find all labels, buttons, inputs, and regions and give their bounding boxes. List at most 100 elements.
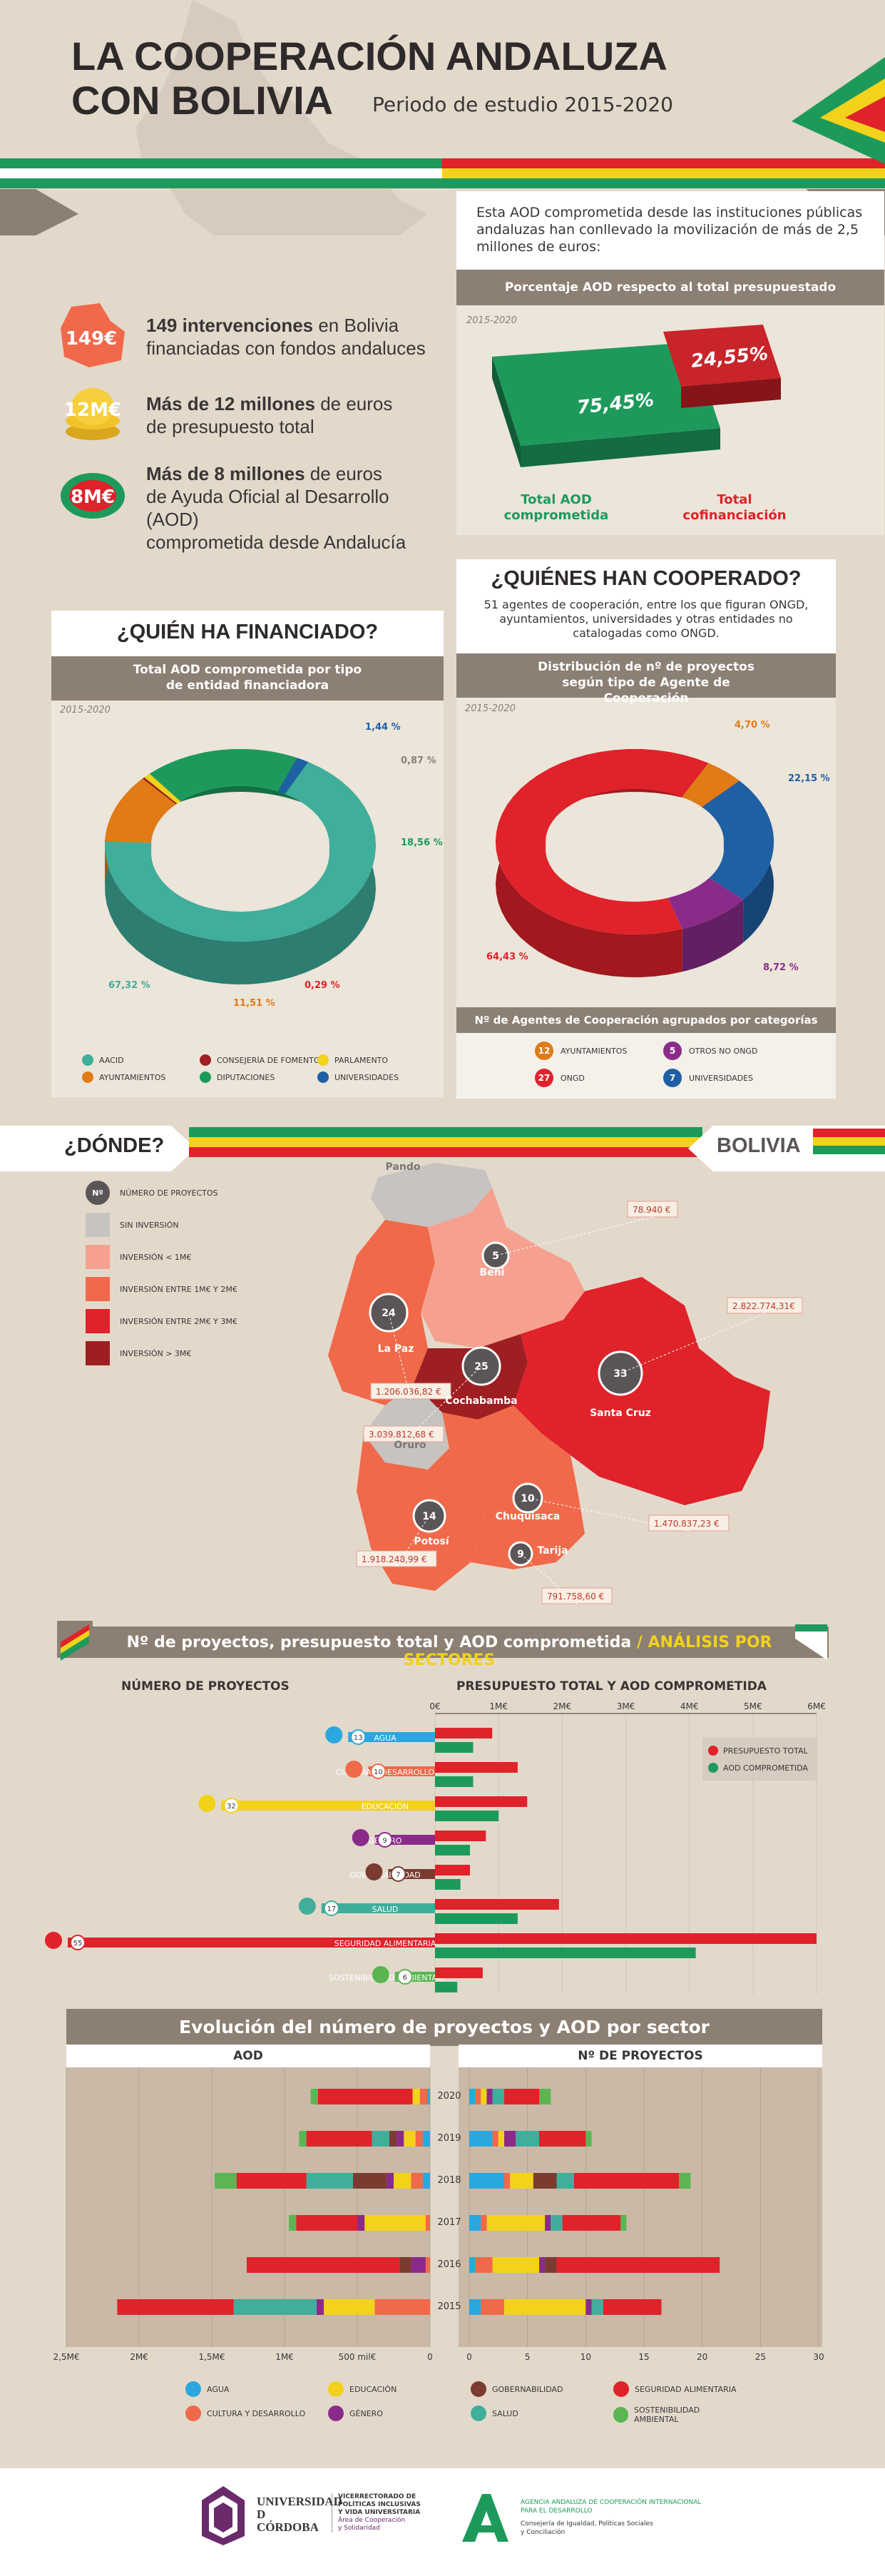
aod-bar-1 — [435, 1776, 474, 1787]
evo-legend-label: AGUA — [207, 2384, 230, 2394]
projects-count-badge-7 — [397, 1969, 413, 1985]
evo-proj-seg-2020-1 — [475, 2089, 481, 2104]
region-amount-leader-3 — [403, 1365, 482, 1442]
evo-aod-seg-2020-2 — [412, 2089, 420, 2104]
evo-aod-seg-2018-6 — [236, 2173, 307, 2189]
legend-swatch — [317, 1071, 329, 1083]
gender-icon — [328, 2406, 344, 2421]
legend-label: AYUNTAMIENTOS — [99, 1072, 166, 1082]
financed-title: ¿QUIÉN HA FINANCIADO? — [116, 621, 379, 643]
region-amount-1: 78.940 € — [633, 1205, 670, 1215]
evo-legend-item: CULTURA Y DESARROLLO — [185, 2406, 305, 2421]
region-project-number-1: 5 — [492, 1251, 499, 1262]
cooperated-hole — [546, 796, 724, 902]
evo-aod-tick-0: 2,5M€ — [53, 2352, 79, 2362]
stripe-yellow — [442, 168, 885, 178]
region-project-number-2: 24 — [382, 1308, 396, 1319]
evo-proj-tick-3: 15 — [638, 2352, 649, 2362]
region-amount-4: 2.822.774,31€ — [732, 1301, 795, 1311]
projects-count-badge-6 — [70, 1935, 86, 1950]
evo-proj-seg-2020-7 — [539, 2089, 551, 2104]
projects-count-6: 55 — [73, 1940, 83, 1948]
evo-aod-seg-2018-1 — [411, 2173, 423, 2189]
financed-slice-2 — [142, 777, 178, 805]
where-title: ¿DÓNDE? — [64, 1134, 165, 1157]
aod-bar-3 — [435, 1845, 471, 1855]
period-subtitle: Periodo de estudio 2015-2020 — [372, 93, 673, 116]
map-legend-item: INVERSIÓN < 1M€ — [86, 1245, 191, 1269]
financed-legend-item: UNIVERSIDADES — [317, 1071, 399, 1083]
projects-count-2: 32 — [227, 1803, 236, 1811]
region-amount-7: 1.470.837,23 € — [654, 1519, 720, 1529]
legend-swatch — [200, 1054, 211, 1066]
budget-tick-5: 5M€ — [744, 1701, 762, 1711]
evo-year-2016: 2016 — [437, 2259, 461, 2270]
projects-count-7: 6 — [403, 1974, 407, 1982]
evo-legend-label: CULTURA Y DESARROLLO — [207, 2408, 306, 2418]
financed-label-0: 67,32 % — [108, 980, 150, 991]
cooperated-intro: 51 agentes de cooperación, entre los que… — [484, 598, 809, 640]
corner-red — [845, 96, 885, 132]
region-amount-8: 791.758,60 € — [547, 1592, 604, 1602]
evo-proj-seg-2015-5 — [591, 2299, 603, 2315]
legend-swatch — [317, 1054, 329, 1066]
legend-swatch — [200, 1071, 211, 1083]
aod-3d-group: 75,45%24,55% — [492, 325, 781, 467]
page-title-line1: LA COOPERACIÓN ANDALUZA — [71, 34, 667, 78]
sector-icon-2 — [198, 1795, 216, 1812]
projects-count-3: 9 — [383, 1837, 387, 1845]
evo-legend-label: EDUCACIÓN — [349, 2384, 397, 2394]
evo-aod-seg-2017-6 — [296, 2215, 357, 2231]
projects-count-badge-3 — [377, 1832, 393, 1848]
evo-proj-seg-2016-2 — [492, 2257, 539, 2273]
uco-name: UNIVERSIDAD D CÓRDOBA — [257, 2495, 342, 2534]
sectors-title: Nº de proyectos, presupuesto total y AOD… — [126, 1634, 772, 1669]
svg-text:12M€: 12M€ — [64, 399, 121, 421]
aacid-department: Consejería de Igualdad, Políticas Social… — [521, 2520, 653, 2536]
evolution-legend: AGUA EDUCACIÓN GOBERNABILIDAD SEGURIDAD ALI… — [171, 2376, 742, 2433]
projects-bar-label-4: GOBERNABILIDAD — [349, 1870, 421, 1880]
agents-header: Nº de Agentes de Cooperación agrupados p… — [456, 1007, 836, 1033]
evo-aod-seg-2017-1 — [425, 2215, 430, 2231]
evo-proj-tick-0: 0 — [466, 2352, 472, 2362]
heart-icon — [471, 2406, 486, 2421]
region-name-4: Santa Cruz — [590, 1407, 651, 1419]
gear-icon — [185, 2406, 201, 2421]
map-legend-label: INVERSIÓN < 1M€ — [120, 1252, 192, 1262]
evo-aod-seg-2015-5 — [233, 2299, 317, 2315]
cooperated-slice-2 — [702, 780, 774, 900]
header-decoration — [0, 0, 885, 235]
sectors-banner — [57, 1621, 829, 1661]
evo-year-2019: 2019 — [437, 2133, 461, 2144]
cooperated-slice-1 — [682, 763, 740, 808]
evo-proj-seg-2019-5 — [516, 2131, 539, 2147]
cooperated-header: Distribución de nº de proyectos según ti… — [456, 653, 836, 706]
evo-legend-item: SEGURIDAD ALIMENTARIA — [613, 2381, 737, 2397]
budget-tick-4: 4M€ — [680, 1701, 699, 1711]
evo-proj-seg-2015-1 — [481, 2299, 504, 2315]
cooperated-donut-chart: 4,70 % 22,15 % 8,72 % 64,43 % — [486, 720, 830, 977]
evo-aod-seg-2019-1 — [415, 2131, 423, 2147]
stat-aod: 8M€ Más de 8 millones de euros de Ayuda … — [57, 457, 442, 553]
evo-proj-seg-2016-3 — [539, 2257, 546, 2273]
region-project-number-3: 25 — [474, 1361, 488, 1373]
sector-icon-0 — [325, 1726, 343, 1743]
evo-proj-seg-2020-5 — [492, 2089, 504, 2104]
map-legend-swatch — [86, 1213, 110, 1237]
projects-bar-6 — [68, 1938, 435, 1948]
financed-label-1: 11,51 % — [233, 998, 275, 1009]
financed-label-4: 18,56 % — [401, 838, 443, 848]
stripe-green-3 — [442, 178, 885, 188]
sector-icon-7 — [372, 1966, 389, 1983]
evo-aod-seg-2015-1 — [374, 2299, 430, 2315]
stripe-white — [0, 168, 442, 178]
region-tarija — [471, 1491, 585, 1569]
projects-bar-label-5: SALUD — [372, 1905, 399, 1914]
evo-proj-seg-2017-3 — [545, 2215, 551, 2231]
financed-legend-item: AACID — [82, 1054, 124, 1066]
financed-legend-item: DIPUTACIONES — [200, 1071, 275, 1083]
evo-legend-item: EDUCACIÓN — [328, 2381, 397, 2397]
evo-year-2018: 2018 — [437, 2175, 461, 2186]
evo-proj-seg-2017-5 — [551, 2215, 563, 2231]
